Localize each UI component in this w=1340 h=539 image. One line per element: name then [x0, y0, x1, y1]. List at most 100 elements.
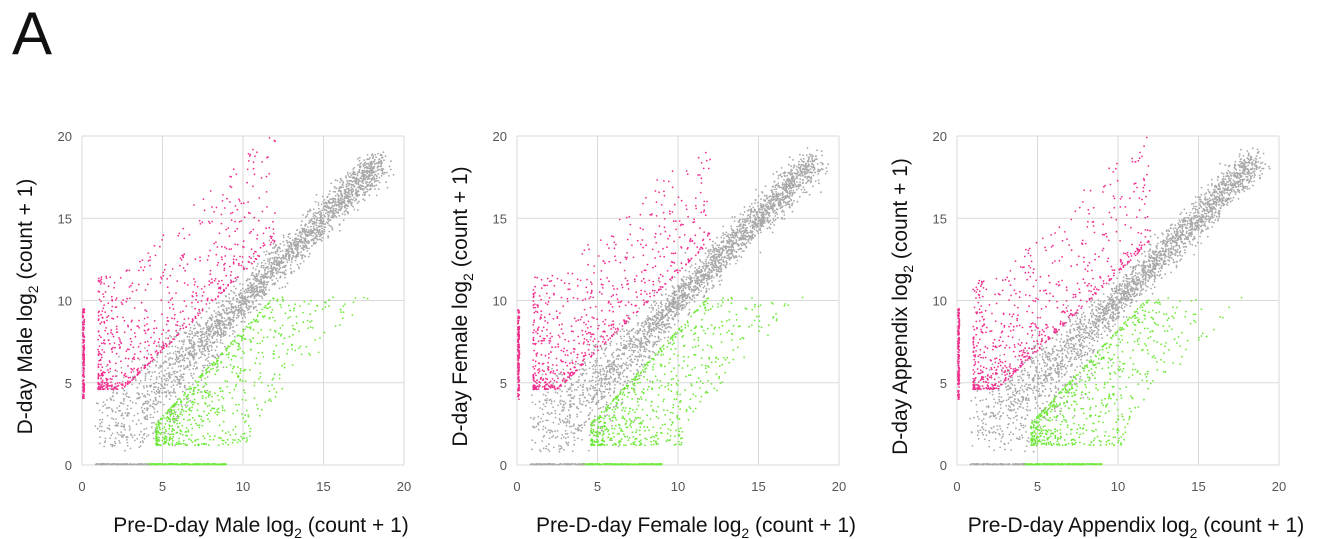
data-point [325, 301, 327, 304]
data-point [136, 325, 139, 328]
data-point [147, 401, 150, 403]
data-point [224, 348, 227, 351]
data-point [613, 387, 616, 390]
data-point [340, 186, 342, 189]
data-point [117, 384, 120, 387]
data-point [122, 435, 124, 438]
data-point [147, 252, 150, 255]
data-point [364, 166, 367, 169]
data-point [258, 303, 260, 305]
data-point [133, 367, 136, 370]
data-point [110, 434, 113, 437]
data-point [110, 388, 113, 391]
data-point [300, 224, 303, 227]
data-point [163, 361, 166, 363]
data-point [289, 241, 292, 244]
data-point [254, 250, 256, 253]
data-point [183, 282, 186, 284]
data-point [211, 335, 214, 337]
data-point [360, 162, 363, 164]
data-point [171, 297, 174, 300]
data-point [257, 272, 260, 275]
data-point [368, 170, 371, 172]
data-point [277, 253, 280, 256]
data-point [100, 463, 103, 466]
data-point [573, 389, 576, 391]
data-point [173, 372, 176, 375]
data-point [106, 414, 109, 417]
data-point [245, 304, 248, 307]
data-point [227, 324, 230, 326]
data-point [144, 364, 147, 367]
data-point [113, 342, 116, 344]
data-point [610, 371, 612, 374]
data-point [221, 396, 223, 398]
data-point [154, 351, 157, 353]
data-point [267, 281, 270, 283]
data-point [190, 439, 192, 442]
data-point [101, 383, 103, 386]
data-point [240, 435, 243, 438]
data-point [100, 281, 103, 284]
data-point [201, 397, 204, 400]
data-point [303, 248, 305, 251]
data-point [593, 364, 595, 366]
data-point [216, 394, 219, 397]
data-point [122, 393, 125, 395]
data-point [202, 291, 205, 293]
data-point [228, 248, 231, 251]
data-point [285, 239, 288, 242]
x-tick-label: 15 [751, 479, 765, 494]
data-point [371, 174, 373, 177]
data-point [373, 171, 375, 174]
data-point [150, 353, 153, 356]
data-point [175, 403, 177, 406]
data-point [195, 366, 198, 369]
data-point [215, 338, 218, 341]
data-point [249, 427, 252, 430]
data-point [184, 269, 187, 272]
data-point [148, 463, 150, 466]
data-point [206, 414, 209, 417]
data-point [377, 169, 379, 172]
data-point [172, 379, 175, 381]
data-point [316, 235, 318, 238]
data-point [266, 260, 269, 263]
data-point [209, 341, 212, 344]
data-point [169, 363, 172, 366]
data-point [203, 344, 206, 347]
data-point [116, 388, 119, 391]
data-point [243, 389, 245, 392]
data-point [209, 190, 212, 192]
data-point [252, 148, 254, 151]
data-point [197, 340, 200, 343]
data-point [122, 417, 125, 420]
data-point [254, 285, 257, 288]
data-point [157, 423, 160, 426]
data-point [309, 321, 311, 323]
data-point [173, 338, 176, 341]
data-point [714, 242, 717, 245]
data-point [182, 439, 185, 442]
data-point [110, 463, 112, 466]
data-point [260, 177, 263, 179]
data-point [154, 386, 157, 388]
data-point [308, 210, 310, 213]
data-point [231, 367, 234, 370]
data-point [336, 201, 339, 204]
data-point [356, 174, 359, 177]
data-point [355, 179, 358, 182]
data-point [718, 252, 721, 254]
data-point [388, 175, 390, 177]
data-point [205, 443, 208, 446]
data-point [306, 242, 308, 244]
data-point [118, 347, 121, 349]
data-point [116, 370, 118, 373]
data-point [225, 323, 228, 326]
data-point [233, 336, 236, 338]
data-point [175, 443, 178, 446]
data-point [302, 321, 305, 324]
data-point [82, 329, 85, 332]
data-point [547, 429, 550, 432]
data-point [219, 292, 222, 295]
